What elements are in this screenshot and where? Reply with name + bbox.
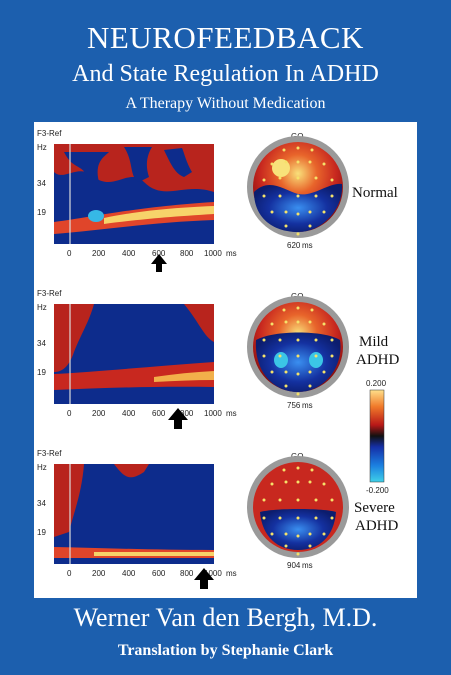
hz-label: Hz [37,143,47,152]
svg-text:200: 200 [92,569,106,578]
author-name: Werner Van den Bergh, M.D. [73,603,378,632]
channel-label: F3-Ref [37,449,62,458]
svg-text:1000: 1000 [204,409,222,418]
y-tick-34: 34 [37,499,46,508]
svg-text:756: 756 [287,401,301,410]
svg-text:ms: ms [226,249,237,258]
svg-text:200: 200 [92,409,106,418]
svg-text:400: 400 [122,249,136,258]
svg-text:0: 0 [67,569,72,578]
svg-text:800: 800 [180,409,194,418]
y-tick-19: 19 [37,208,46,217]
x-axis-ticks: 0 200 400 600 800 1000 ms [67,249,237,258]
eeg-figure: F3-Ref Hz 34 19 0 200 400 600 800 [37,129,399,589]
condition-mild-adhd: ADHD [356,352,399,368]
svg-text:800: 800 [180,249,194,258]
scalp-map-mild-adhd: GO 756 ms Mild [247,292,399,410]
colorbar-max: 0.200 [366,379,387,388]
spectrogram-panel-mild-adhd: F3-Ref Hz 34 19 0 200 400 600 800 1000 m… [37,289,399,483]
condition-normal: Normal [352,185,398,201]
svg-text:ms: ms [302,561,313,570]
y-tick-34: 34 [37,179,46,188]
spectrogram-panel-severe-adhd: F3-Ref Hz 34 19 0 200 400 600 800 1000 m… [37,449,398,589]
svg-text:ms: ms [226,569,237,578]
svg-text:600: 600 [152,249,166,258]
svg-text:ms: ms [302,401,313,410]
svg-text:ms: ms [302,241,313,250]
book-tagline: A Therapy Without Medication [125,95,326,112]
condition-severe: Severe [354,500,395,516]
hz-label: Hz [37,463,47,472]
scalp-map-normal: GO 620 ms Normal [247,132,398,250]
svg-text:1000: 1000 [204,249,222,258]
svg-text:620: 620 [287,241,301,250]
svg-text:904: 904 [287,561,301,570]
svg-text:400: 400 [122,569,136,578]
electrode-dots [262,146,334,236]
svg-text:ms: ms [226,409,237,418]
y-tick-34: 34 [37,339,46,348]
arrow-up-icon [194,568,214,589]
svg-text:800: 800 [180,569,194,578]
spectrogram-panel-normal: F3-Ref Hz 34 19 0 200 400 600 800 [37,129,398,272]
book-subtitle: And State Regulation In ADHD [72,61,379,87]
x-axis-ticks: 0 200 400 600 800 1000 ms [67,569,237,578]
arrow-up-icon [151,254,167,272]
svg-text:600: 600 [152,409,166,418]
scalp-map-severe-adhd: GO 904 ms Severe ADHD [247,452,398,570]
colorbar: 0.200 [366,379,387,483]
svg-text:0: 0 [67,409,72,418]
eeg-figure-panel: F3-Ref Hz 34 19 0 200 400 600 800 [34,122,417,598]
x-axis-ticks: 0 200 400 600 800 1000 ms [67,409,237,418]
svg-text:400: 400 [122,409,136,418]
arrow-up-icon [168,408,188,429]
condition-mild: Mild [359,334,389,350]
electrode-dots [262,306,334,396]
translator-credit: Translation by Stephanie Clark [117,642,334,659]
svg-text:0: 0 [67,249,72,258]
condition-severe-adhd: ADHD [355,518,398,534]
svg-text:600: 600 [152,569,166,578]
y-tick-19: 19 [37,528,46,537]
svg-text:1000: 1000 [204,569,222,578]
colorbar-min: -0.200 [366,486,389,495]
hz-label: Hz [37,303,47,312]
electrode-dots [262,466,334,556]
svg-text:200: 200 [92,249,106,258]
channel-label: F3-Ref [37,129,62,138]
book-title: NEUROFEEDBACK [87,20,364,55]
channel-label: F3-Ref [37,289,62,298]
y-tick-19: 19 [37,368,46,377]
